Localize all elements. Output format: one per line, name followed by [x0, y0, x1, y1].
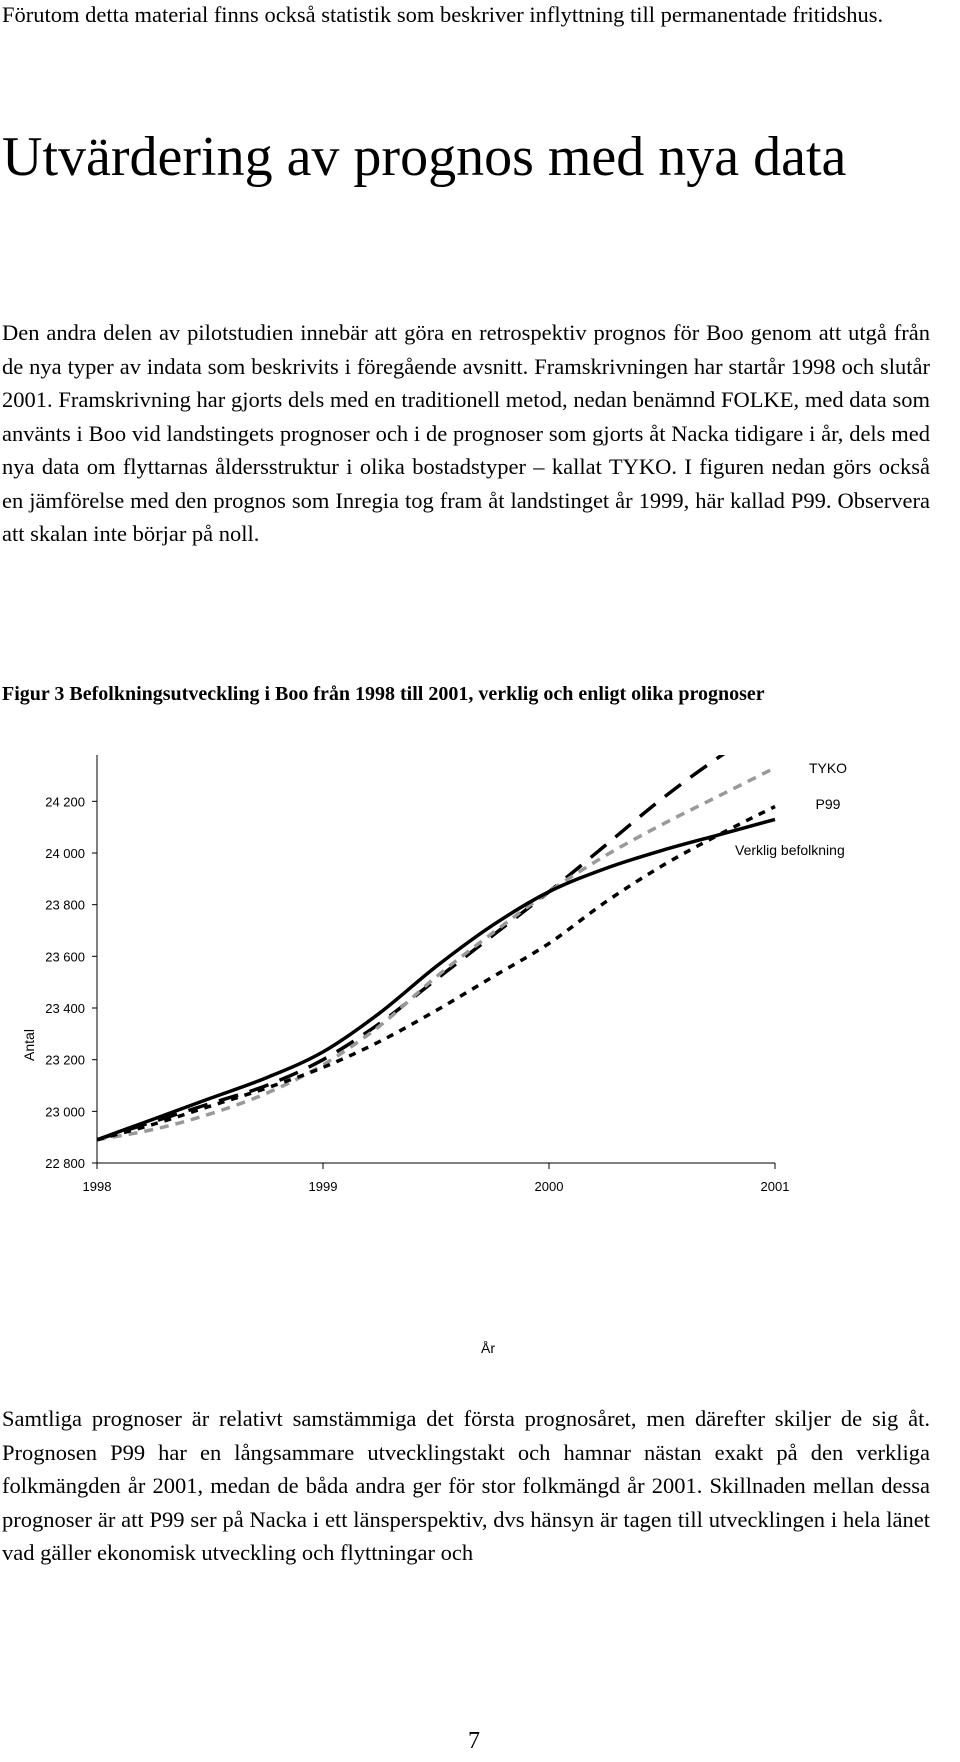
y-axis-label: Antal — [21, 1029, 37, 1061]
y-tick-label: 24 200 — [45, 794, 85, 809]
y-tick-label: 22 800 — [45, 1156, 85, 1171]
population-chart: 22 800 23 000 23 200 23 400 23 600 23 800 24 0… — [21, 755, 847, 1356]
body-paragraph-1: Den andra delen av pilotstudien innebär … — [2, 320, 930, 546]
page-number: 7 — [468, 1728, 480, 1754]
y-tick-label: 23 200 — [45, 1053, 85, 1068]
figure-caption: Figur 3 Befolkningsutveckling i Boo från… — [2, 683, 765, 705]
y-tick-label: 23 000 — [45, 1104, 85, 1119]
x-tick-labels: 1998 1999 2000 2001 — [83, 1179, 790, 1194]
intro-paragraph: Förutom detta material finns också stati… — [2, 2, 884, 27]
series-label-tyko: TYKO — [809, 760, 847, 776]
y-tick-label: 24 000 — [45, 846, 85, 861]
y-tick-label: 24 400 — [45, 755, 85, 758]
series-line-folke — [96, 755, 726, 1142]
series-line-tyko — [96, 766, 776, 1142]
y-tick-label: 23 800 — [45, 898, 85, 913]
x-tick-label: 2001 — [761, 1179, 790, 1194]
y-tick-label: 23 400 — [45, 1001, 85, 1016]
chart-axes — [92, 755, 776, 1169]
series-lines — [96, 755, 776, 1142]
x-tick-label: 1999 — [309, 1179, 338, 1194]
series-labels: FOLKETYKOP99Verklig befolkning — [735, 760, 847, 858]
y-tick-labels: 22 800 23 000 23 200 23 400 23 600 23 800 24 0… — [45, 755, 85, 1171]
x-tick-label: 1998 — [83, 1179, 112, 1194]
series-label-verklig-befolkning: Verklig befolkning — [735, 842, 845, 858]
section-heading: Utvärdering av prognos med nya data — [2, 126, 847, 188]
series-line-verklig-befolkning — [96, 817, 776, 1142]
series-label-p99: P99 — [816, 796, 841, 812]
x-tick-label: 2000 — [535, 1179, 564, 1194]
body-paragraph-2: Samtliga prognoser är relativt samstämmi… — [2, 1406, 930, 1565]
y-tick-label: 23 600 — [45, 949, 85, 964]
x-axis-label: År — [481, 1340, 495, 1356]
series-line-p99 — [96, 804, 776, 1142]
